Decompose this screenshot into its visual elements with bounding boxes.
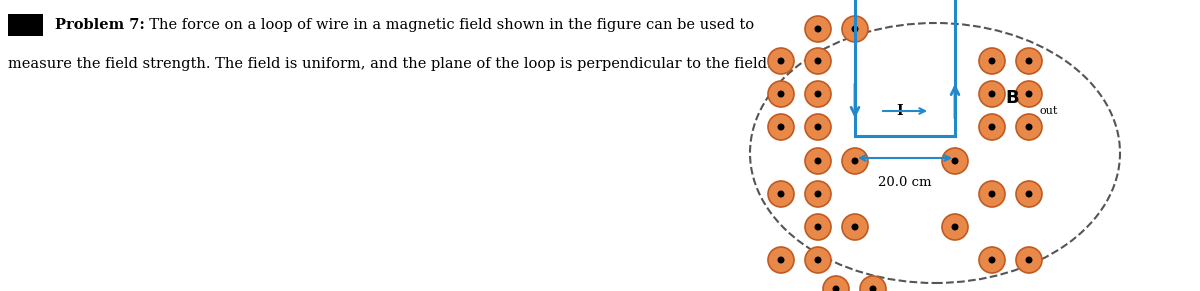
Circle shape: [979, 247, 1006, 273]
Circle shape: [952, 223, 959, 230]
Circle shape: [1016, 81, 1042, 107]
Circle shape: [768, 48, 794, 74]
Circle shape: [979, 48, 1006, 74]
Circle shape: [815, 123, 822, 130]
Circle shape: [805, 81, 832, 107]
Circle shape: [815, 157, 822, 164]
Circle shape: [805, 48, 832, 74]
Circle shape: [979, 114, 1006, 140]
FancyBboxPatch shape: [8, 14, 43, 36]
Circle shape: [1026, 58, 1032, 65]
Text: I: I: [896, 104, 904, 118]
Circle shape: [1016, 247, 1042, 273]
Circle shape: [942, 148, 968, 174]
Text: 20.0 cm: 20.0 cm: [878, 176, 931, 189]
Circle shape: [778, 256, 785, 263]
Circle shape: [989, 191, 996, 198]
Circle shape: [852, 157, 858, 164]
Text: The force on a loop of wire in a magnetic field shown in the figure can be used : The force on a loop of wire in a magneti…: [140, 18, 754, 32]
Circle shape: [1016, 48, 1042, 74]
Circle shape: [989, 123, 996, 130]
Circle shape: [852, 223, 858, 230]
Circle shape: [842, 214, 868, 240]
Circle shape: [805, 114, 832, 140]
Circle shape: [1016, 181, 1042, 207]
Circle shape: [833, 285, 840, 291]
Circle shape: [778, 123, 785, 130]
Circle shape: [852, 26, 858, 33]
Circle shape: [952, 157, 959, 164]
Circle shape: [1026, 191, 1032, 198]
Circle shape: [778, 58, 785, 65]
Circle shape: [768, 181, 794, 207]
Circle shape: [989, 256, 996, 263]
Circle shape: [860, 276, 886, 291]
Circle shape: [805, 247, 832, 273]
Circle shape: [815, 256, 822, 263]
Circle shape: [815, 26, 822, 33]
Text: out: out: [1040, 106, 1058, 116]
Circle shape: [979, 181, 1006, 207]
Circle shape: [805, 181, 832, 207]
Circle shape: [1016, 114, 1042, 140]
Circle shape: [1026, 256, 1032, 263]
Circle shape: [768, 81, 794, 107]
Circle shape: [778, 91, 785, 97]
Circle shape: [805, 148, 832, 174]
Circle shape: [989, 91, 996, 97]
Circle shape: [842, 148, 868, 174]
Circle shape: [1026, 91, 1032, 97]
Circle shape: [842, 16, 868, 42]
Circle shape: [768, 247, 794, 273]
Circle shape: [778, 191, 785, 198]
Text: Problem 7:: Problem 7:: [55, 18, 145, 32]
Circle shape: [805, 16, 832, 42]
Circle shape: [823, 276, 850, 291]
Circle shape: [1026, 123, 1032, 130]
Circle shape: [815, 223, 822, 230]
Circle shape: [989, 58, 996, 65]
Circle shape: [815, 91, 822, 97]
Circle shape: [942, 214, 968, 240]
Circle shape: [815, 191, 822, 198]
Text: measure the field strength. The field is uniform, and the plane of the loop is p: measure the field strength. The field is…: [8, 57, 772, 71]
Circle shape: [805, 214, 832, 240]
Circle shape: [979, 81, 1006, 107]
Text: $\mathbf{B}$: $\mathbf{B}$: [1006, 89, 1019, 107]
Circle shape: [768, 114, 794, 140]
Circle shape: [815, 58, 822, 65]
Circle shape: [870, 285, 876, 291]
